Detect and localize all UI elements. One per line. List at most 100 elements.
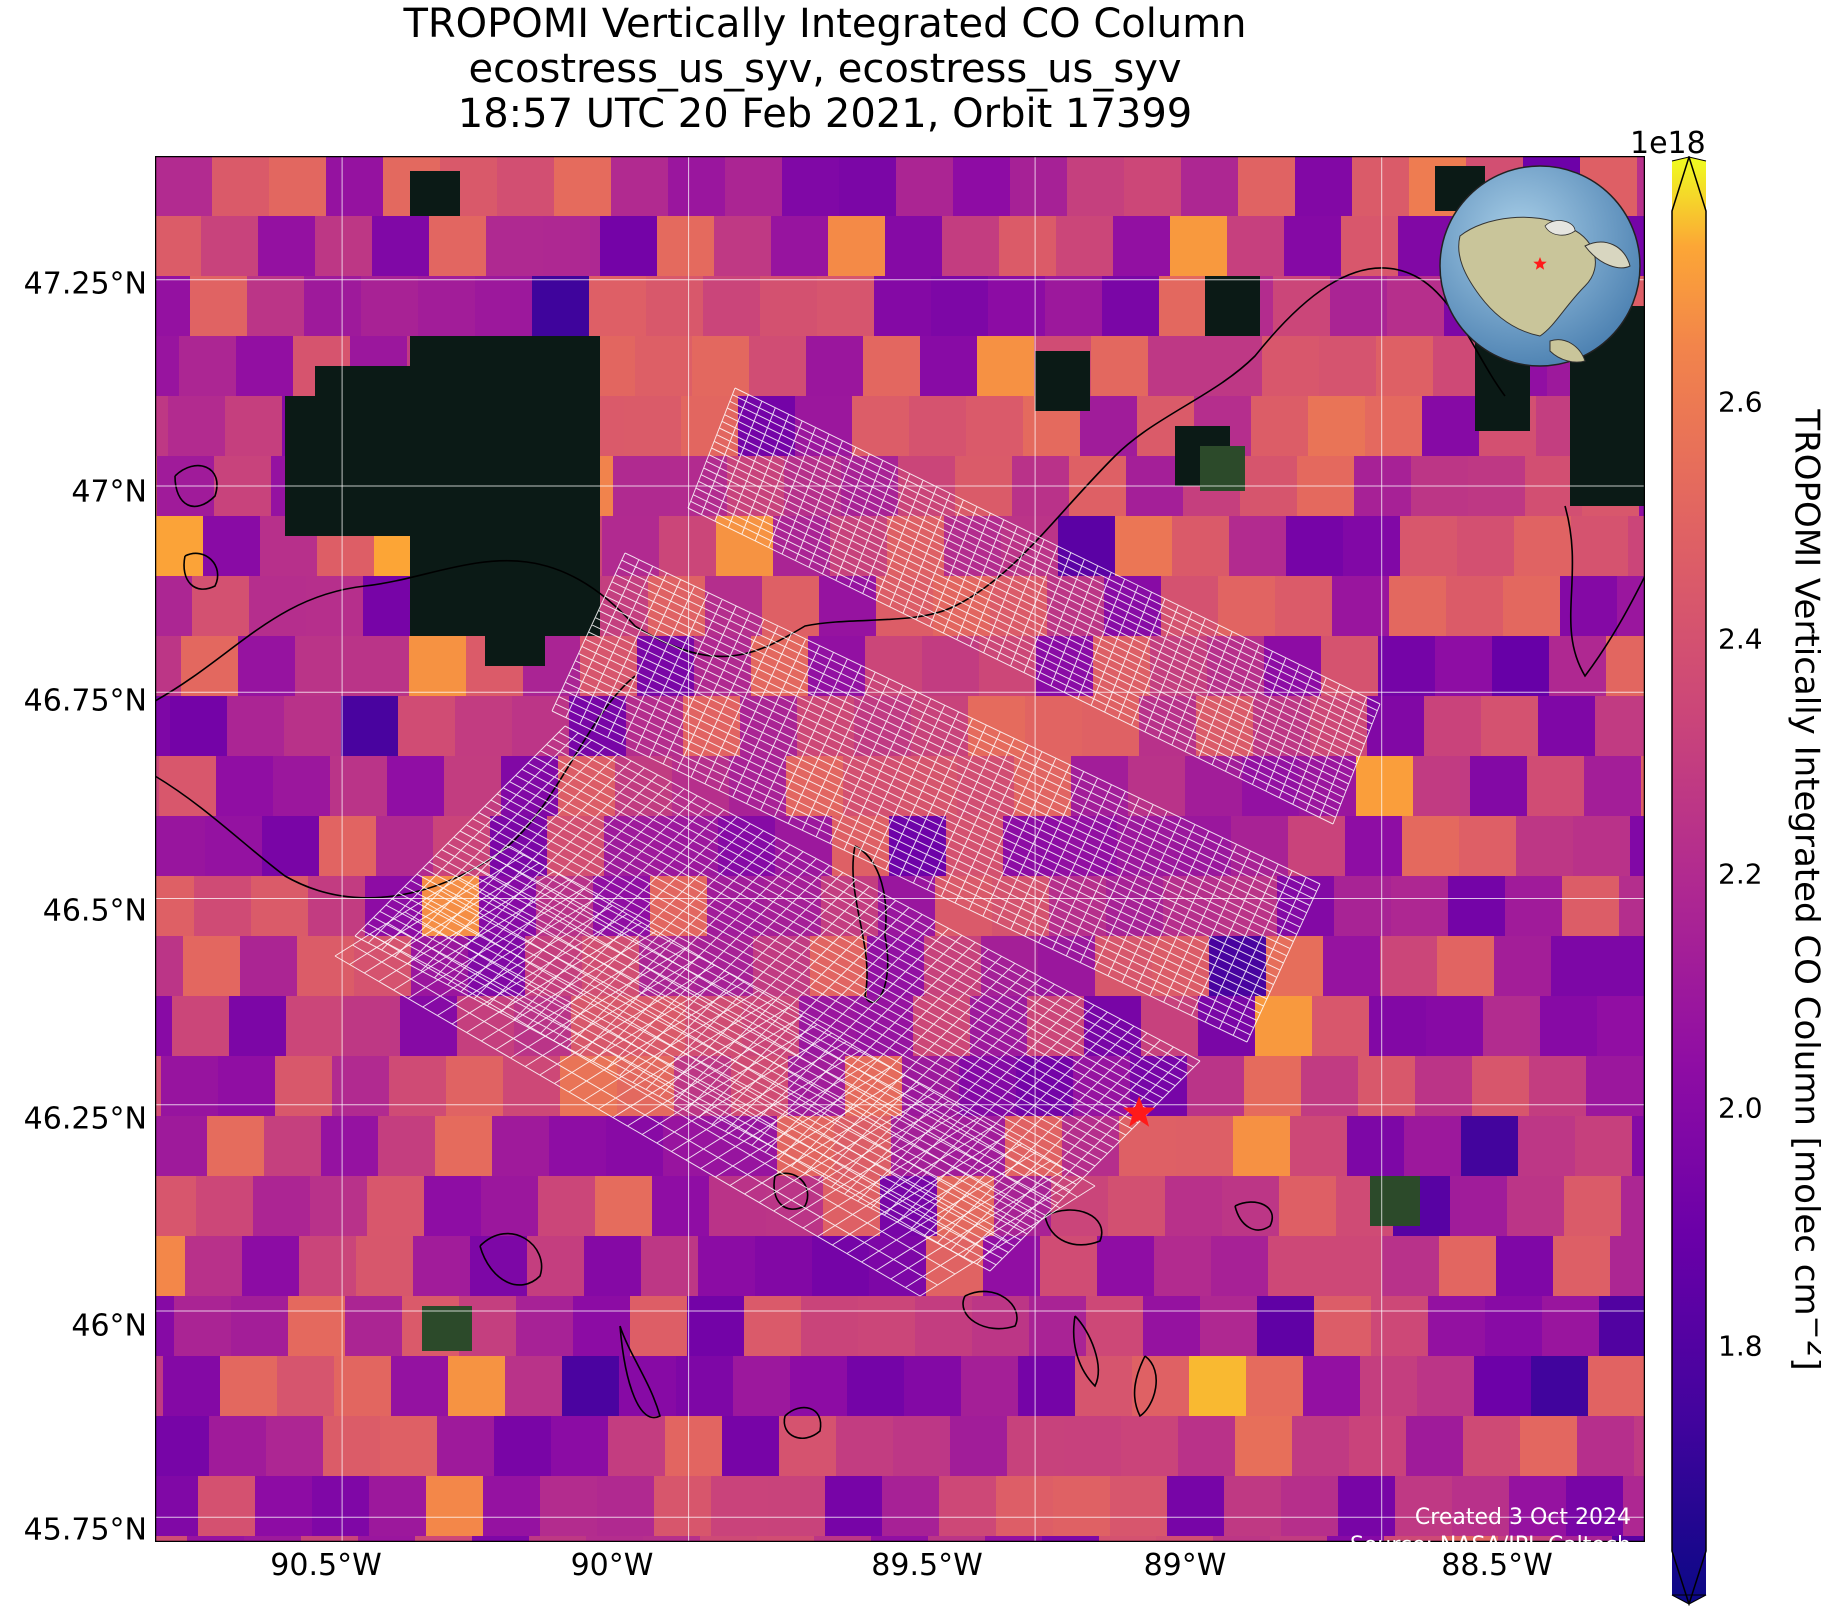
tropomi-pixel bbox=[486, 216, 544, 277]
tropomi-pixel bbox=[1124, 156, 1182, 217]
tropomi-pixel bbox=[1292, 1416, 1350, 1477]
tropomi-pixel bbox=[378, 1116, 436, 1177]
tropomi-pixel bbox=[602, 516, 660, 577]
tropomi-pixel bbox=[1099, 1536, 1157, 1542]
tropomi-pixel bbox=[1007, 1416, 1065, 1477]
tropomi-pixel bbox=[1176, 1116, 1234, 1177]
tropomi-pixel bbox=[1441, 1536, 1499, 1542]
tropomi-pixel bbox=[1630, 816, 1645, 877]
tropomi-pixel bbox=[1384, 1536, 1442, 1542]
tropomi-pixel bbox=[854, 696, 912, 757]
tropomi-pixel bbox=[244, 1536, 302, 1542]
tropomi-pixel bbox=[319, 816, 377, 877]
tropomi-pixel bbox=[159, 756, 217, 817]
tropomi-pixel bbox=[192, 576, 250, 637]
lon-label-89.5: 89.5°W bbox=[871, 1548, 983, 1583]
tropomi-pixel bbox=[685, 996, 743, 1057]
tropomi-pixel bbox=[492, 1116, 550, 1177]
tropomi-pixel bbox=[380, 1416, 438, 1477]
tropomi-pixel bbox=[424, 1176, 482, 1237]
tropomi-pixel bbox=[1571, 516, 1629, 577]
tropomi-pixel bbox=[155, 1536, 188, 1542]
tropomi-pixel bbox=[264, 1116, 322, 1177]
tropomi-pixel bbox=[1295, 156, 1353, 217]
lat-label-46.75: 46.75°N bbox=[23, 683, 147, 719]
tropomi-pixel bbox=[155, 276, 191, 337]
tropomi-pixel bbox=[330, 756, 388, 817]
tropomi-pixel bbox=[497, 156, 555, 217]
title-line-1: TROPOMI Vertically Integrated CO Column bbox=[403, 1, 1247, 47]
tropomi-pixel bbox=[1395, 1476, 1453, 1537]
tropomi-pixel bbox=[1229, 516, 1287, 577]
tropomi-pixel bbox=[1575, 1116, 1633, 1177]
tropomi-pixel bbox=[418, 276, 476, 337]
tropomi-pixel bbox=[1474, 1356, 1532, 1417]
tropomi-pixel bbox=[676, 1356, 734, 1417]
tropomi-pixel bbox=[573, 1296, 631, 1357]
tropomi-pixel bbox=[652, 1176, 710, 1237]
tropomi-pixel bbox=[356, 1236, 414, 1297]
tropomi-pixel bbox=[490, 816, 548, 877]
tropomi-pixel bbox=[1334, 876, 1392, 937]
tropomi-pixel bbox=[1566, 1476, 1624, 1537]
tropomi-pixel bbox=[1312, 996, 1370, 1057]
tropomi-pixel bbox=[1551, 936, 1609, 997]
tropomi-pixel bbox=[201, 216, 259, 277]
tropomi-pixel bbox=[1270, 1536, 1328, 1542]
tropomi-pixel bbox=[871, 1536, 929, 1542]
tropomi-pixel bbox=[155, 576, 193, 637]
no-data-cell bbox=[285, 396, 375, 536]
tropomi-pixel bbox=[1404, 1116, 1462, 1177]
tropomi-pixel bbox=[1352, 156, 1410, 217]
tropomi-pixel bbox=[1538, 696, 1596, 757]
tropomi-pixel bbox=[1242, 756, 1300, 817]
tropomi-pixel bbox=[1428, 1296, 1486, 1357]
tropomi-pixel bbox=[1360, 1356, 1418, 1417]
tropomi-pixel bbox=[696, 936, 754, 997]
tropomi-pixel bbox=[306, 576, 364, 637]
tropomi-pixel bbox=[205, 816, 263, 877]
tropomi-pixel bbox=[1156, 1536, 1214, 1542]
tropomi-pixel bbox=[790, 1356, 848, 1417]
tropomi-pixel bbox=[155, 996, 173, 1057]
tropomi-pixel bbox=[1266, 936, 1324, 997]
tropomi-pixel bbox=[606, 1116, 664, 1177]
tropomi-pixel bbox=[1275, 576, 1333, 637]
tropomi-pixel bbox=[779, 1416, 837, 1477]
tropomi-pixel bbox=[882, 1476, 940, 1537]
tropomi-pixel bbox=[1349, 1416, 1407, 1477]
tropomi-pixel bbox=[939, 1476, 997, 1537]
tropomi-pixel bbox=[744, 1296, 802, 1357]
coastline-segment bbox=[479, 1232, 543, 1286]
tropomi-pixel bbox=[806, 336, 864, 397]
tropomi-pixel bbox=[1595, 696, 1645, 757]
tropomi-pixel bbox=[852, 396, 910, 457]
tropomi-pixel bbox=[722, 1416, 780, 1477]
tropomi-pixel bbox=[611, 156, 669, 217]
lat-label-47: 47°N bbox=[71, 474, 147, 510]
tropomi-pixel bbox=[554, 156, 612, 217]
tropomi-pixel bbox=[155, 876, 195, 937]
map-frame bbox=[155, 156, 1645, 1542]
tropomi-pixel bbox=[1498, 1536, 1556, 1542]
tropomi-pixel bbox=[161, 1056, 219, 1117]
tropomi-pixel bbox=[920, 336, 978, 397]
tropomi-pixel bbox=[1514, 516, 1572, 577]
tropomi-pixel bbox=[1457, 516, 1515, 577]
tropomi-pixel bbox=[1435, 636, 1493, 697]
tropomi-pixel bbox=[1446, 576, 1504, 637]
tropomi-pixel bbox=[711, 1476, 769, 1537]
tropomi-pixel bbox=[1097, 1236, 1155, 1297]
tropomi-pixel bbox=[310, 1176, 368, 1237]
tropomi-pixel bbox=[1244, 1056, 1302, 1117]
tropomi-pixel bbox=[757, 1536, 815, 1542]
tropomi-pixel bbox=[242, 1236, 300, 1297]
tropomi-pixel bbox=[155, 1056, 162, 1117]
tropomi-pixel bbox=[814, 1536, 872, 1542]
tropomi-pixel bbox=[448, 1356, 506, 1417]
tropomi-pixel bbox=[236, 336, 294, 397]
tropomi-pixel bbox=[231, 1296, 289, 1357]
land-visible-cell bbox=[422, 1306, 472, 1351]
tropomi-pixel bbox=[155, 156, 213, 217]
tropomi-pixel bbox=[1121, 1416, 1179, 1477]
